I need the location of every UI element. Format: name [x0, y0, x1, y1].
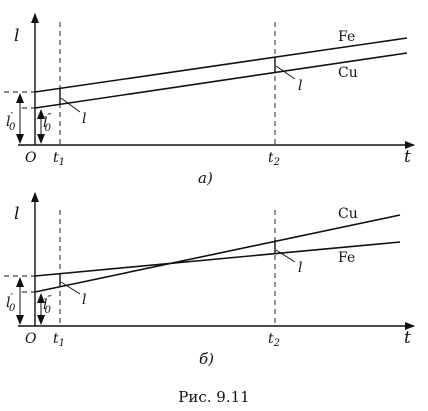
- panel-a-l0prime-label: l′ 0: [6, 110, 16, 133]
- panel-a-t2-label: t2: [268, 150, 280, 168]
- panel-b-cu-name: Cu: [338, 206, 358, 222]
- panel-a-cu-line: [34, 52, 408, 109]
- panel-b-caption: б): [199, 350, 214, 368]
- panel-a-diff-label-t2: l: [298, 78, 302, 94]
- panel-a-l0double-label: l″ 0: [43, 111, 52, 134]
- panel-a-x-label: t: [404, 147, 411, 167]
- panel-a-fe-name: Fe: [338, 29, 355, 45]
- panel-b-diff-label-t1: l: [82, 292, 86, 308]
- panel-a-y-label: l: [14, 26, 19, 46]
- panel-b-l0prime-label: l′ 0: [6, 291, 16, 314]
- panel-b-fe-line: [34, 241, 401, 277]
- panel-b-y-label: l: [14, 204, 19, 224]
- panel-b-x-label: t: [404, 328, 411, 348]
- panel-b-diff-label-t2: l: [298, 260, 302, 276]
- panel-a: l t O t1 t2 l′ 0 l″ 0 l l Fe Cu а): [4, 13, 415, 187]
- panel-a-diff-label-t1: l: [82, 111, 86, 127]
- panel-b-l0double-label: l″ 0: [43, 293, 52, 316]
- figure-caption: Рис. 9.11: [178, 388, 249, 406]
- panel-a-caption: а): [198, 169, 213, 187]
- panel-a-fe-line: [34, 37, 408, 93]
- panel-b-t2-label: t2: [268, 331, 280, 349]
- panel-a-origin: O: [25, 150, 37, 166]
- panel-b-fe-name: Fe: [338, 250, 355, 266]
- panel-a-leader-t2: [275, 65, 296, 80]
- panel-b-t1-label: t1: [53, 331, 65, 349]
- panel-a-leader-t1: [60, 97, 81, 113]
- panel-a-cu-name: Cu: [338, 65, 358, 81]
- panel-b-leader-t2: [275, 249, 296, 263]
- panel-b-origin: O: [25, 331, 37, 347]
- panel-b: l t O t1 t2 l′ 0 l″ 0 l l Cu Fe б): [4, 192, 415, 368]
- panel-b-cu-line: [34, 214, 401, 293]
- panel-a-t1-label: t1: [53, 150, 65, 168]
- panel-b-leader-t1: [60, 281, 81, 295]
